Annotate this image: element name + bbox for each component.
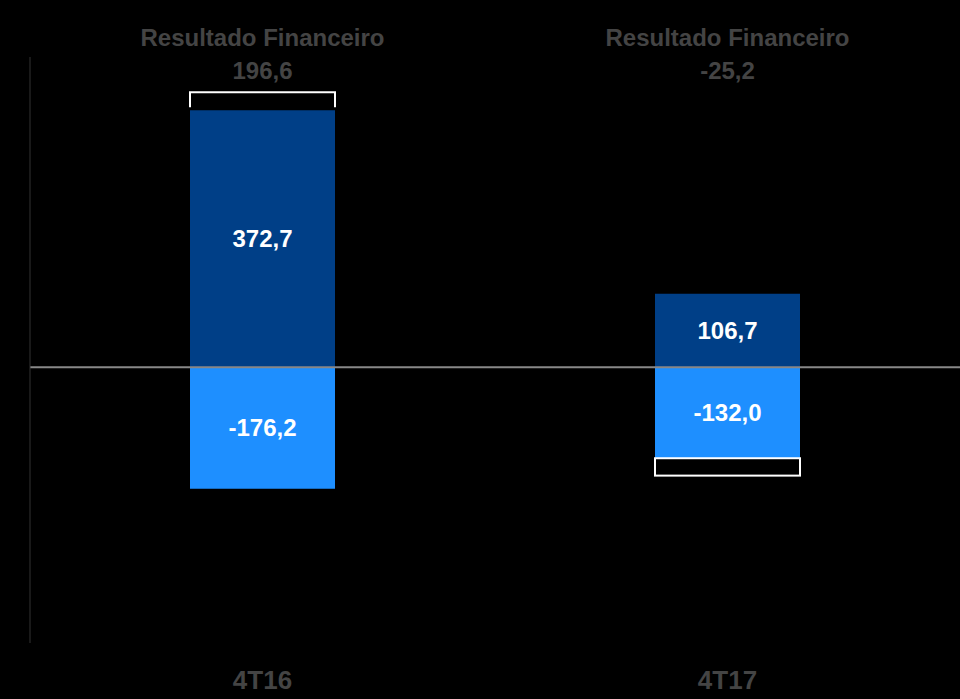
svg-text:196,6: 196,6 (232, 57, 292, 84)
svg-text:Resultado Financeiro: Resultado Financeiro (605, 24, 849, 51)
svg-text:4T17: 4T17 (698, 665, 757, 695)
svg-text:106,7: 106,7 (697, 317, 757, 344)
svg-text:372,7: 372,7 (232, 225, 292, 252)
svg-text:-132,0: -132,0 (693, 399, 761, 426)
svg-text:-25,2: -25,2 (700, 57, 755, 84)
svg-text:4T16: 4T16 (233, 665, 292, 695)
svg-text:-176,2: -176,2 (228, 414, 296, 441)
svg-text:Resultado Financeiro: Resultado Financeiro (140, 24, 384, 51)
